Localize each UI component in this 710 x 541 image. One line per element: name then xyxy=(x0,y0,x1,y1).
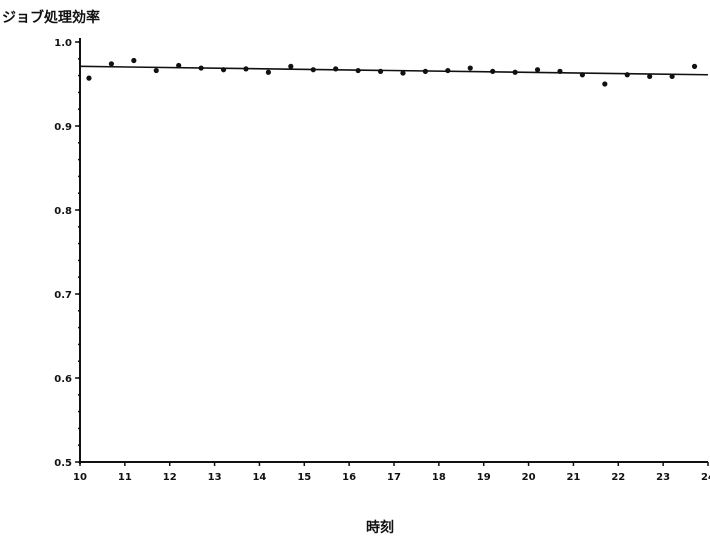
y-tick-label: 1.0 xyxy=(54,38,72,49)
data-point xyxy=(333,66,339,72)
y-tick-label: 0.5 xyxy=(54,458,72,469)
x-tick-label: 21 xyxy=(566,472,580,483)
x-tick-label: 13 xyxy=(208,472,222,483)
x-tick-label: 17 xyxy=(387,472,401,483)
x-tick-label: 14 xyxy=(252,472,266,483)
data-point xyxy=(647,73,653,80)
data-point xyxy=(467,65,473,71)
data-point xyxy=(265,69,271,75)
data-point xyxy=(131,57,137,64)
data-point xyxy=(691,63,698,69)
y-tick-label: 0.6 xyxy=(54,374,72,385)
x-tick-label: 18 xyxy=(432,472,446,483)
data-point xyxy=(400,70,406,76)
y-axis: 0.5 0.6 0.7 0.8 0.9 1.0 xyxy=(54,38,81,469)
x-tick-label: 19 xyxy=(477,472,491,483)
x-axis-label: 時刻 xyxy=(366,519,394,536)
data-point xyxy=(288,63,294,69)
x-tick-label: 10 xyxy=(73,472,87,483)
data-point xyxy=(153,67,159,74)
chart-title: ジョブ処理効率 xyxy=(2,9,100,26)
x-tick-label: 23 xyxy=(656,472,670,483)
data-points xyxy=(86,57,698,87)
data-point xyxy=(176,62,182,69)
data-point xyxy=(602,81,608,87)
data-point xyxy=(108,61,114,67)
y-tick-label: 0.8 xyxy=(54,206,72,217)
x-tick-label: 24 xyxy=(701,472,710,483)
x-tick-label: 22 xyxy=(611,472,625,483)
data-point xyxy=(534,67,541,73)
x-tick-label: 12 xyxy=(163,472,177,483)
x-tick-label: 20 xyxy=(522,472,536,483)
x-tick-label: 16 xyxy=(342,472,356,483)
x-tick-label: 11 xyxy=(118,472,132,483)
x-tick-label: 15 xyxy=(297,472,311,483)
y-tick-label: 0.7 xyxy=(54,290,72,301)
data-point xyxy=(669,73,675,80)
y-tick-label: 0.9 xyxy=(54,122,72,133)
x-axis: 10 11 12 13 14 15 16 17 18 19 20 21 22 23 24 xyxy=(73,461,710,483)
trend-line xyxy=(79,65,709,76)
data-point xyxy=(86,75,92,81)
trend-line-group xyxy=(79,65,709,76)
